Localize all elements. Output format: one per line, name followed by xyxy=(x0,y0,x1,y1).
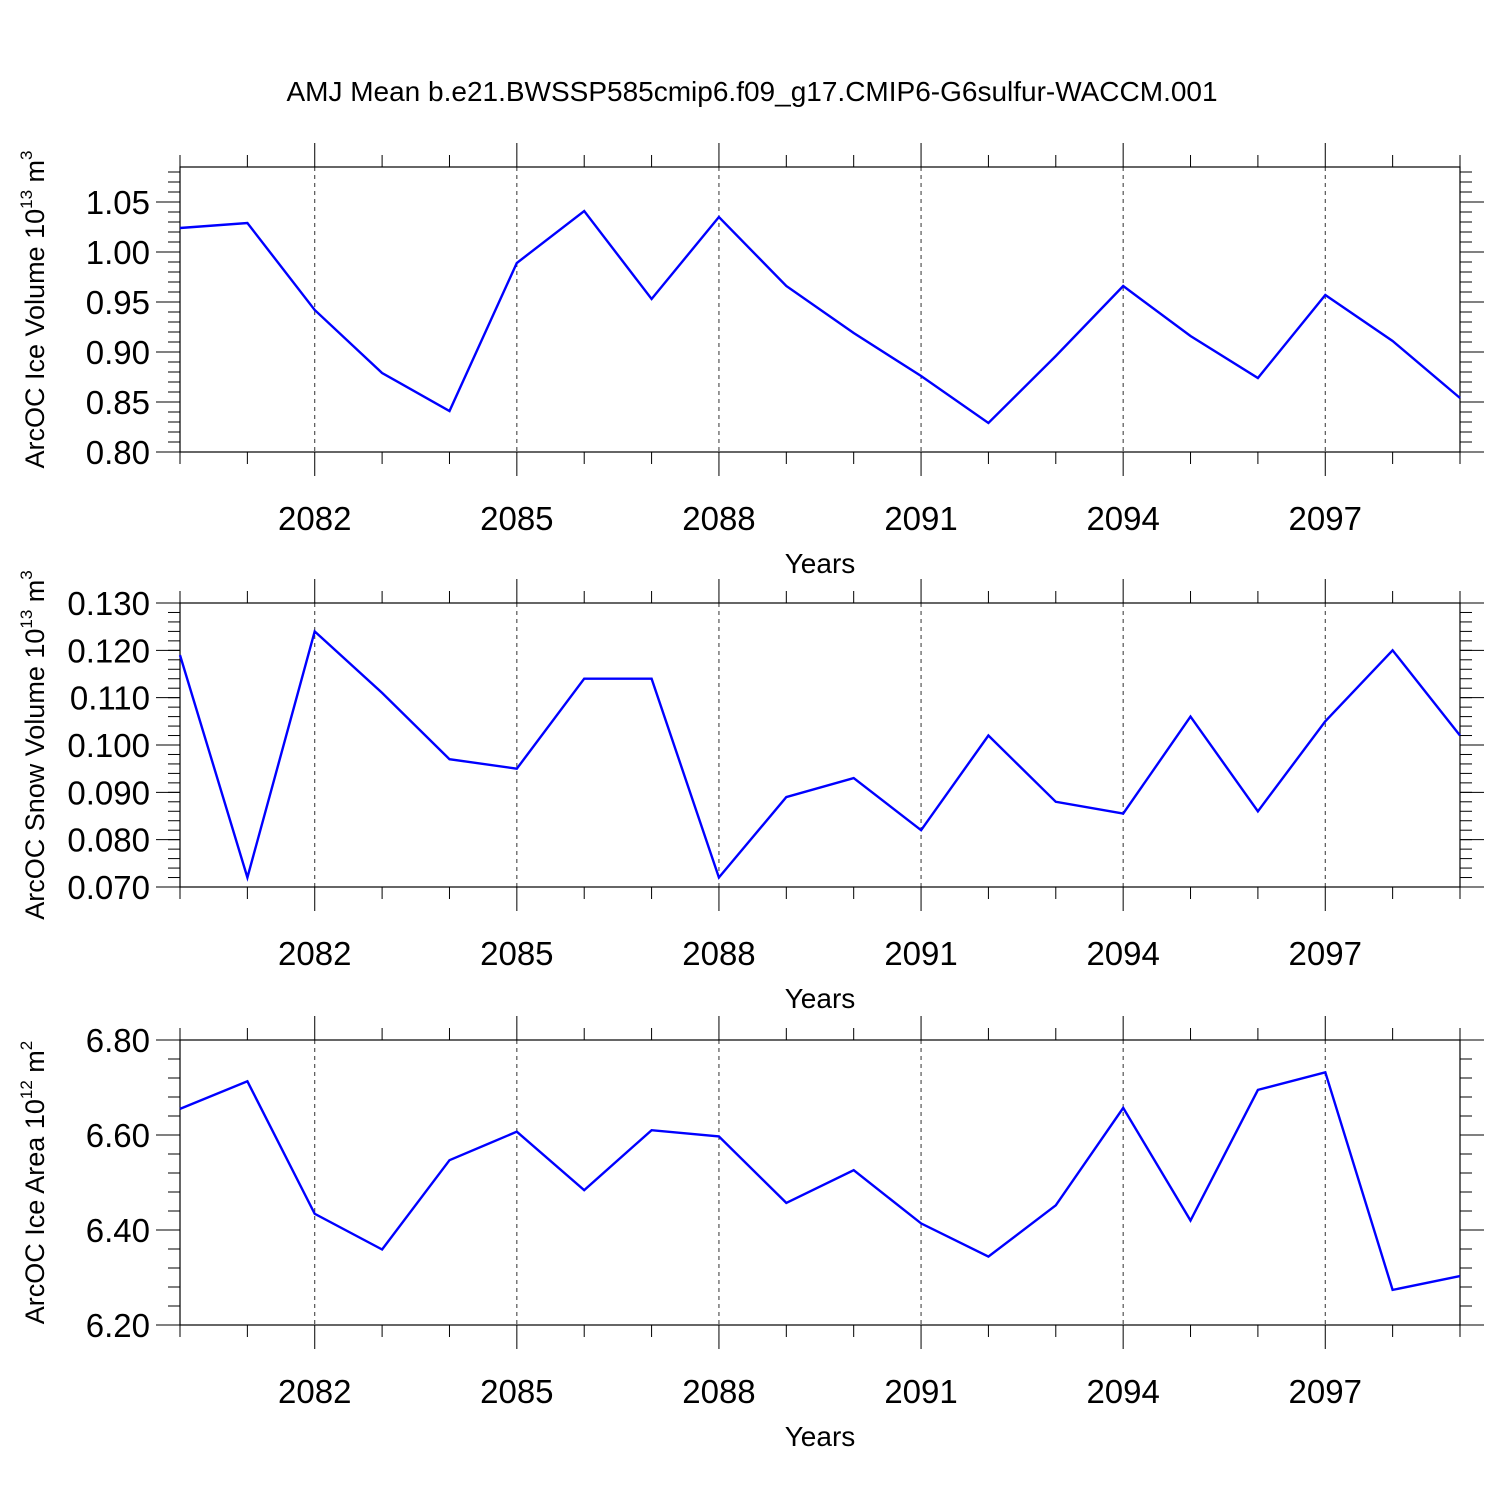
x-axis-title: Years xyxy=(785,548,856,579)
x-tick-label: 2091 xyxy=(884,935,957,972)
x-tick-label: 2082 xyxy=(278,500,351,537)
ice-area-panel: 6.20 6.40 6.60 6.80 2082 2085 2088 2091 2094 2097… xyxy=(17,1016,1484,1452)
x-tick-label: 2085 xyxy=(480,935,553,972)
x-axis-title: Years xyxy=(785,1421,856,1452)
y-axis-title-text: ArcOC Ice Area 10 xyxy=(20,1099,50,1324)
y-tick-label: 0.070 xyxy=(67,869,150,906)
figure-title: AMJ Mean b.e21.BWSSP585cmip6.f09_g17.CMI… xyxy=(286,76,1217,107)
y-axis-title-exponent: 12 xyxy=(17,1080,36,1099)
y-tick-label: 6.80 xyxy=(86,1022,150,1059)
series-line xyxy=(179,1070,1461,1292)
y-tick-label: 0.90 xyxy=(86,334,150,371)
x-tick-label: 2097 xyxy=(1289,1373,1362,1410)
y-tick-label: 0.85 xyxy=(86,384,150,421)
y-axis-title-unit-exponent: 3 xyxy=(17,570,36,579)
series-line xyxy=(178,629,1461,882)
y-tick-label: 6.20 xyxy=(86,1307,150,1344)
y-tick-label: 1.00 xyxy=(86,234,150,271)
y-tick-label: 0.95 xyxy=(86,284,150,321)
y-tick-label: 0.130 xyxy=(67,585,150,622)
x-tick-label: 2094 xyxy=(1086,500,1159,537)
y-axis-title: ArcOC Ice Area 1012 m2 xyxy=(17,1041,50,1325)
y-axis-title-unit: m xyxy=(20,160,50,190)
x-tick-label: 2091 xyxy=(884,500,957,537)
x-tick-label: 2085 xyxy=(480,500,553,537)
x-tick-label: 2088 xyxy=(682,935,755,972)
x-tick-label: 2088 xyxy=(682,1373,755,1410)
y-tick-label: 0.090 xyxy=(67,774,150,811)
y-axis-title-unit: m xyxy=(20,1050,50,1080)
series-line xyxy=(179,209,1461,425)
y-tick-label: 0.80 xyxy=(86,434,150,471)
x-tick-label: 2082 xyxy=(278,1373,351,1410)
x-axis-title: Years xyxy=(785,983,856,1014)
x-tick-label: 2082 xyxy=(278,935,351,972)
y-axis-title: ArcOC Snow Volume 1013 m3 xyxy=(17,570,50,920)
y-tick-label: 1.05 xyxy=(86,184,150,221)
y-tick-label: 0.110 xyxy=(70,680,150,717)
y-tick-label: 6.60 xyxy=(86,1117,150,1154)
y-axis-title-text: ArcOC Snow Volume 10 xyxy=(20,629,50,920)
plot-frame xyxy=(179,1039,1461,1326)
y-tick-label: 0.120 xyxy=(67,632,150,669)
x-tick-label: 2094 xyxy=(1086,935,1159,972)
x-tick-label: 2094 xyxy=(1086,1373,1159,1410)
x-tick-label: 2097 xyxy=(1289,935,1362,972)
x-tick-label: 2088 xyxy=(682,500,755,537)
plot-frame xyxy=(179,602,1461,888)
plot-frame xyxy=(179,166,1461,453)
y-tick-label: 0.100 xyxy=(67,727,150,764)
y-axis-title: ArcOC Ice Volume 1013 m3 xyxy=(17,150,50,468)
y-axis-title-unit: m xyxy=(20,580,50,610)
snow-volume-panel: 0.070 0.080 0.090 0.100 0.110 0.120 0.130 2082 2… xyxy=(17,570,1484,1014)
ice-volume-panel: 0.80 0.85 0.90 0.95 1.00 1.05 2082 2085 2088 2091… xyxy=(17,143,1484,579)
y-tick-label: 0.080 xyxy=(67,822,150,859)
y-axis-title-unit-exponent: 2 xyxy=(17,1041,36,1050)
y-axis-title-text: ArcOC Ice Volume 10 xyxy=(20,209,50,469)
y-axis-title-exponent: 13 xyxy=(17,190,36,209)
y-axis-title-exponent: 13 xyxy=(17,610,36,629)
x-tick-label: 2085 xyxy=(480,1373,553,1410)
y-axis-title-unit-exponent: 3 xyxy=(17,150,36,159)
x-tick-label: 2097 xyxy=(1289,500,1362,537)
x-tick-label: 2091 xyxy=(884,1373,957,1410)
y-tick-label: 6.40 xyxy=(86,1212,150,1249)
